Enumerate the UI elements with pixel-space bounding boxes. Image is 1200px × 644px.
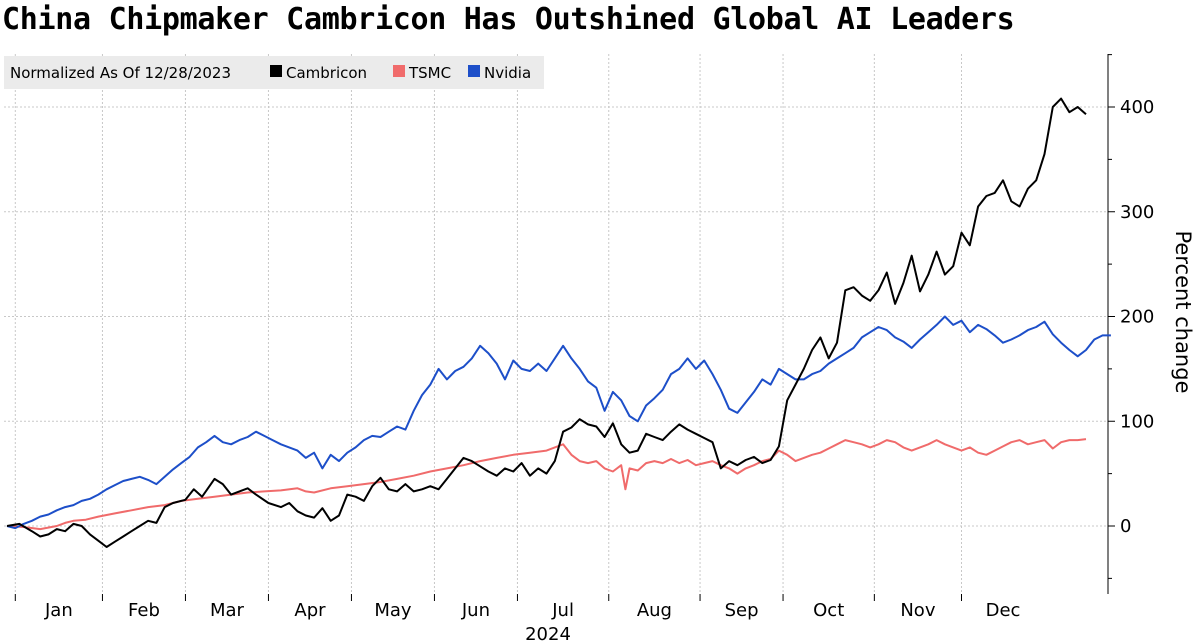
series-line-tsmc [6, 438, 1087, 531]
series-line-cambricon [6, 97, 1087, 548]
y-tick-label: 200 [1120, 307, 1154, 328]
x-year-label: 2024 [525, 624, 571, 644]
y-tick-label: 400 [1120, 97, 1154, 118]
x-tick-label: Apr [294, 600, 326, 621]
series-line-nvidia [6, 315, 1111, 530]
legend: Normalized As Of 12/28/2023 Cambricon TSMC… [4, 56, 544, 89]
series-lines [6, 97, 1111, 548]
x-tick-label: Mar [210, 600, 245, 621]
x-tick-label: Jan [44, 600, 73, 621]
y-axis-label: Percent change [1171, 231, 1195, 394]
legend-swatch-nvidia [468, 65, 480, 77]
x-tick-label: Nov [900, 600, 935, 621]
y-tick-label: 100 [1120, 411, 1154, 432]
y-tick-label: 0 [1120, 516, 1131, 537]
legend-swatch-tsmc [393, 65, 405, 77]
chart-title: China Chipmaker Cambricon Has Outshined … [2, 2, 1015, 37]
x-tick-label: Dec [986, 600, 1021, 621]
x-tick-label: Jul [551, 600, 574, 621]
x-axis: Jan Feb Mar Apr May Jun Jul Aug Sep Oct Nov Dec 2024 [14, 594, 1021, 644]
x-tick-label: Oct [813, 600, 844, 621]
x-tick-label: Aug [637, 600, 672, 621]
legend-swatch-cambricon [270, 65, 282, 77]
y-tick-label: 300 [1120, 202, 1154, 223]
grid-lines [4, 54, 1108, 594]
y-axis: 0 100 200 300 400 [1107, 54, 1154, 594]
legend-label-cambricon: Cambricon [286, 64, 367, 82]
legend-label-nvidia: Nvidia [484, 64, 531, 82]
legend-title: Normalized As Of 12/28/2023 [10, 64, 231, 82]
legend-label-tsmc: TSMC [408, 64, 451, 82]
x-tick-label: Jun [461, 600, 490, 621]
x-tick-label: Feb [128, 600, 160, 621]
x-tick-label: May [374, 600, 412, 621]
x-tick-label: Sep [725, 600, 759, 621]
